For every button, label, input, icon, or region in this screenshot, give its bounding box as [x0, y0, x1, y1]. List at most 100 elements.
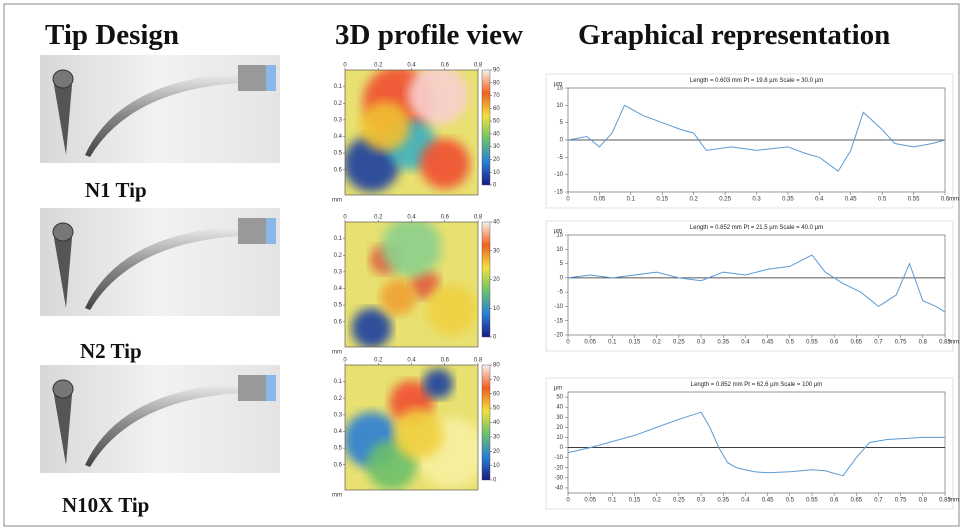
x-tick-label: 0	[566, 340, 570, 346]
x-tick-label: 0.8	[919, 340, 928, 346]
x-tick-label: 0.6	[830, 498, 839, 504]
tick-label: 0.4	[334, 429, 343, 435]
y-tick-label: 0	[560, 275, 564, 281]
y-tick-label: -20	[554, 465, 563, 471]
x-tick-label: 0.1	[608, 498, 617, 504]
tick-label: 40	[493, 131, 500, 137]
x-tick-label: 0.3	[752, 197, 761, 203]
x-tick-label: 0.25	[673, 498, 685, 504]
x-tick-label: 0.75	[895, 340, 907, 346]
x-tick-label: 0.1	[608, 340, 617, 346]
x-tick-label: 0.4	[741, 498, 750, 504]
tick-label: 0.1	[334, 84, 343, 90]
y-tick-label: 20	[556, 425, 563, 431]
x-tick-label: 0.05	[584, 498, 596, 504]
tip-photo	[40, 55, 280, 163]
tick-label: 50	[493, 119, 500, 125]
heatmap-blob	[420, 139, 470, 189]
x-tick-label: 0.05	[584, 340, 596, 346]
colorbar	[482, 222, 490, 337]
x-tick-label: 0.6	[830, 340, 839, 346]
x-tick-label: 0.6	[941, 197, 950, 203]
tick-label: 0.4	[407, 215, 416, 221]
tick-label: 70	[493, 377, 500, 383]
tick-label: 0.4	[407, 63, 416, 69]
y-tick-label: 10	[556, 435, 563, 441]
x-tick-label: 0.05	[594, 197, 606, 203]
tick-label: 0.2	[374, 63, 383, 69]
tick-label: 10	[493, 463, 500, 469]
column-header: Graphical representation	[578, 19, 890, 51]
x-tick-label: 0.25	[673, 340, 685, 346]
column-header: Tip Design	[45, 19, 179, 51]
x-tick-label: 0.4	[741, 340, 750, 346]
tick-label: 0.3	[334, 412, 343, 418]
tick-label: 0.8	[474, 358, 483, 364]
tick-label: 0	[493, 478, 497, 484]
tick-label: 0.5	[334, 303, 343, 309]
x-tick-label: 0	[566, 197, 570, 203]
y-tick-label: -10	[554, 172, 563, 178]
x-tick-label: 0.45	[762, 340, 774, 346]
y-tick-label: 0	[560, 445, 564, 451]
x-tick-label: 0	[566, 498, 570, 504]
tick-label: 0.2	[334, 101, 343, 107]
tick-label: 50	[493, 406, 500, 412]
heatmap	[344, 365, 487, 490]
tick-label: 0.2	[374, 358, 383, 364]
tick-label: 0.6	[441, 358, 450, 364]
x-tick-label: 0.15	[629, 498, 641, 504]
x-tick-label: 0.7	[874, 340, 883, 346]
tick-label: 0.1	[334, 379, 343, 385]
y-tick-label: -20	[554, 333, 563, 339]
tick-label: 30	[493, 434, 500, 440]
y-tick-label: 10	[556, 103, 563, 109]
y-tick-label: 15	[556, 233, 563, 239]
tick-label: 0.8	[474, 215, 483, 221]
colorbar	[482, 70, 490, 185]
x-tick-label: 0.5	[878, 197, 887, 203]
x-tick-label: 0.65	[850, 498, 862, 504]
y-tick-label: -10	[554, 455, 563, 461]
x-tick-label: 0.2	[689, 197, 698, 203]
heatmap	[344, 65, 478, 195]
tick-label: 40	[493, 220, 500, 226]
graph-title: Length = 0.603 mm Pt = 19.8 µm Scale = 3…	[690, 78, 823, 84]
y-tick-label: 5	[560, 261, 564, 267]
page: {"headers": ["Tip Design", "3D profile v…	[0, 0, 964, 531]
unit-label: mm	[332, 198, 342, 204]
tip-label: N2 Tip	[80, 339, 142, 363]
tick-label: 0.5	[334, 446, 343, 452]
tick-label: 60	[493, 106, 500, 112]
tip-photo	[40, 365, 280, 473]
tick-label: 0	[343, 215, 347, 221]
x-tick-label: 0.8	[919, 498, 928, 504]
tick-label: 80	[493, 80, 500, 86]
heatmap-blob	[382, 217, 442, 277]
x-tick-label: 0.35	[782, 197, 794, 203]
colorbar	[482, 365, 490, 480]
x-tick-label: 0.35	[717, 340, 729, 346]
unit-label: mm	[332, 493, 342, 499]
profile-line	[568, 255, 945, 312]
x-tick-label: 0.3	[697, 498, 706, 504]
tick-label: 30	[493, 144, 500, 150]
plot-area	[568, 235, 945, 335]
tick-label: 0.8	[474, 63, 483, 69]
tick-label: 0.1	[334, 236, 343, 242]
tick-label: 0	[493, 335, 497, 341]
tick-label: 0	[343, 63, 347, 69]
heatmap-blob	[408, 65, 468, 125]
tick-label: 0.4	[334, 286, 343, 292]
x-tick-label: 0.85	[939, 498, 951, 504]
tick-label: 0.2	[334, 396, 343, 402]
tick-label: 0.4	[407, 358, 416, 364]
y-tick-label: 30	[556, 415, 563, 421]
y-tick-label: -15	[554, 190, 563, 196]
graph-title: Length = 0.852 mm Pt = 21.5 µm Scale = 4…	[690, 225, 823, 231]
heatmap-blob	[380, 279, 416, 315]
tick-label: 20	[493, 157, 500, 163]
y-tick-label: 15	[556, 86, 563, 92]
tick-label: 0.2	[334, 253, 343, 259]
heatmap	[345, 217, 478, 348]
